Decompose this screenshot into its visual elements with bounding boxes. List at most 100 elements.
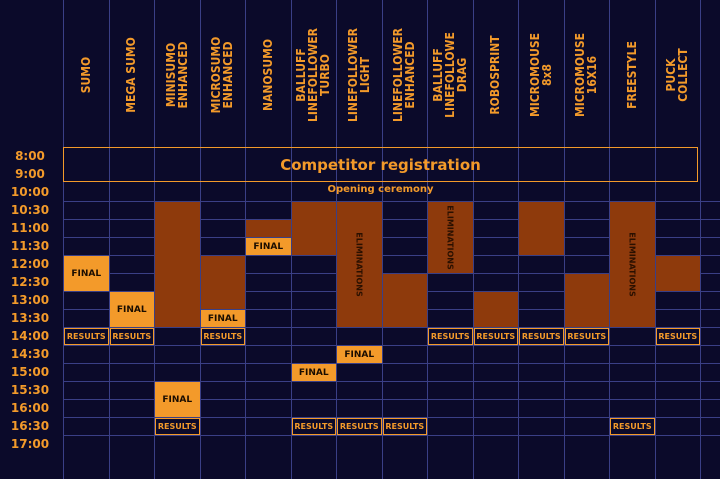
eliminations-label: ELIMINATIONS (354, 232, 364, 297)
eliminations-block: ELIMINATIONS (337, 202, 382, 327)
time-label: 11:30 (10, 239, 50, 253)
row-divider (63, 435, 720, 436)
results-box: RESULTS (428, 328, 473, 345)
column-header: MEGA SUMO (109, 10, 153, 140)
row-divider (63, 219, 720, 220)
results-box: RESULTS (64, 328, 109, 345)
column-divider (518, 0, 519, 479)
results-box: RESULTS (109, 328, 154, 345)
time-label: 14:30 (10, 347, 50, 361)
column-header-label: NANOSUMO (260, 38, 275, 112)
results-box: RESULTS (200, 328, 245, 345)
eliminations-block: ELIMINATIONS (428, 202, 473, 273)
eliminations-block (655, 256, 700, 291)
column-divider (427, 0, 428, 479)
column-divider (472, 0, 474, 479)
eliminations-block (155, 202, 200, 327)
column-header-label: PUCK COLLECT (664, 48, 691, 102)
column-divider (654, 0, 656, 479)
column-header: LINEFOLLOWER LIGHT (337, 10, 381, 140)
time-label: 12:30 (10, 275, 50, 289)
eliminations-block (382, 274, 427, 327)
row-divider (63, 273, 720, 274)
time-label: 15:00 (10, 365, 50, 379)
time-label: 13:30 (10, 311, 50, 325)
opening-ceremony-label: Opening ceremony (327, 184, 434, 195)
final-block: FINAL (109, 292, 154, 327)
eliminations-block (246, 220, 291, 237)
results-box: RESULTS (155, 418, 200, 435)
eliminations-block (564, 274, 609, 327)
results-box: RESULTS (337, 418, 382, 435)
row-divider (63, 201, 720, 202)
column-header: ROBOSPRINT (473, 10, 517, 140)
column-divider (700, 0, 701, 479)
time-label: 12:00 (10, 257, 50, 271)
column-header-label: MICROSUMO ENHANCED (209, 36, 236, 114)
column-header-label: BALLUFF LINEFOLLOWE DRAG (430, 32, 469, 118)
column-header-label: ROBOSPRINT (488, 35, 503, 115)
column-header-label: MEGA SUMO (124, 37, 139, 113)
results-box: RESULTS (564, 328, 609, 345)
row-divider (63, 345, 720, 346)
row-divider (63, 381, 720, 382)
column-header: PUCK COLLECT (655, 10, 699, 140)
column-header: NANOSUMO (246, 10, 290, 140)
column-divider (63, 0, 64, 479)
column-divider (245, 0, 246, 479)
time-label: 8:00 (15, 149, 45, 163)
column-divider (108, 0, 110, 479)
final-block: FINAL (337, 346, 382, 363)
column-header-label: LINEFOLLOWER LIGHT (345, 28, 372, 122)
time-label: 13:00 (10, 293, 50, 307)
time-label: 10:30 (10, 203, 50, 217)
eliminations-block (519, 202, 564, 255)
column-divider (290, 0, 292, 479)
row-divider (63, 255, 720, 256)
column-header: LINEFOLLOWER ENHANCED (382, 10, 426, 140)
row-divider (63, 363, 720, 364)
results-box: RESULTS (291, 418, 336, 435)
column-header: BALLUFF LINEFOLLOWE DRAG (428, 10, 472, 140)
column-header: FREESTYLE (610, 10, 654, 140)
column-header-label: BALLUFF LINEFOLLOWER TURBO (294, 28, 333, 122)
final-block: FINAL (155, 382, 200, 417)
results-box: RESULTS (473, 328, 518, 345)
column-header-label: SUMO (78, 56, 93, 94)
row-divider (63, 417, 720, 418)
eliminations-label: ELIMINATIONS (627, 232, 637, 297)
column-divider (336, 0, 337, 479)
column-header-label: LINEFOLLOWER ENHANCED (391, 28, 418, 122)
column-header: MINISUMO ENHANCED (155, 10, 199, 140)
column-header-label: MICROMOUSE 8x8 (527, 32, 554, 118)
final-block: FINAL (291, 364, 336, 381)
results-box: RESULTS (610, 418, 655, 435)
eliminations-block (200, 256, 245, 309)
time-label: 14:00 (10, 329, 50, 343)
results-box: RESULTS (655, 328, 700, 345)
column-header: MICROMOUSE 16X16 (564, 10, 608, 140)
column-divider (154, 0, 155, 479)
time-label: 10:00 (10, 185, 50, 199)
column-divider (199, 0, 201, 479)
final-block: FINAL (64, 256, 109, 291)
time-label: 15:30 (10, 383, 50, 397)
row-divider (63, 237, 720, 238)
time-label: 16:30 (10, 419, 50, 433)
results-box: RESULTS (519, 328, 564, 345)
column-header: MICROSUMO ENHANCED (200, 10, 244, 140)
column-header-label: MICROMOUSE 16X16 (573, 32, 600, 118)
eliminations-label: ELIMINATIONS (445, 205, 455, 270)
registration-banner: Competitor registration (63, 147, 698, 182)
eliminations-block (473, 292, 518, 327)
eliminations-block (291, 202, 336, 255)
column-header-label: MINISUMO ENHANCED (163, 41, 190, 109)
row-divider (63, 327, 720, 328)
final-block: FINAL (200, 310, 245, 327)
column-header: BALLUFF LINEFOLLOWER TURBO (291, 10, 335, 140)
column-divider (381, 0, 383, 479)
column-header-label: FREESTYLE (624, 41, 639, 109)
results-box: RESULTS (382, 418, 427, 435)
final-block: FINAL (246, 238, 291, 255)
